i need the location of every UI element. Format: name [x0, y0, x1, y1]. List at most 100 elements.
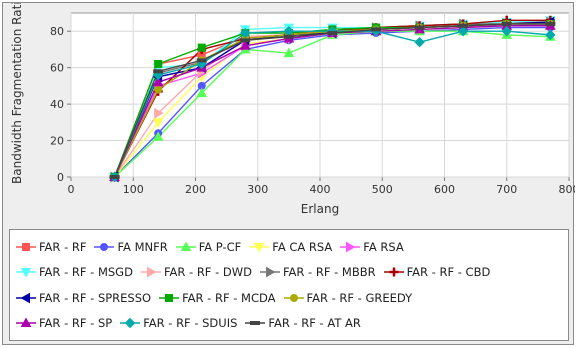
legend-row: FAR - RF FA MNFR FA P-CF FA CA RSA FA RSA: [16, 234, 562, 260]
legend-label: FAR - RF: [39, 239, 87, 254]
legend-swatch: [16, 317, 36, 328]
legend-item: FAR - RF - GREEDY: [283, 290, 413, 305]
y-axis-title: Bandwidth Fragmentation Ratio: [10, 3, 24, 184]
legend-label: FA P-CF: [198, 239, 242, 254]
data-point: [152, 131, 164, 141]
legend-label: FAR - RF - MSGD: [39, 265, 133, 280]
legend-marker: [22, 242, 30, 251]
legend-marker: [253, 242, 265, 253]
legend-item: FAR - RF: [16, 240, 86, 254]
data-point: [545, 29, 556, 41]
legend-marker: [100, 242, 109, 251]
x-tick-label: 100: [123, 183, 144, 196]
data-point: [327, 31, 338, 36]
legend-label: FA RSA: [363, 239, 404, 254]
legend-swatch: [120, 318, 141, 329]
legend-item: FAR - RF - SDUIS: [120, 316, 237, 330]
legend-label: FAR - RF - SDUIS: [143, 316, 238, 331]
legend-label: FAR - RF - SPRESSO: [39, 290, 152, 305]
legend-item: FA P-CF: [175, 239, 242, 254]
chart-legend: FAR - RF FA MNFR FA P-CF FA CA RSA FA RSA FAR…: [9, 229, 569, 341]
data-point: [154, 60, 163, 69]
x-tick-label: 600: [434, 183, 455, 196]
legend-row: FAR - RF - SP FAR - RF - SDUIS FAR - RF - …: [16, 311, 562, 337]
x-tick-label: 300: [247, 183, 268, 196]
legend-swatch: [16, 242, 36, 251]
data-point: [501, 26, 512, 37]
data-point: [414, 25, 425, 30]
x-tick-label: 200: [185, 183, 206, 196]
x-tick-label: 0: [68, 183, 75, 196]
legend-label: FAR - RF - MBBR: [282, 265, 376, 280]
legend-item: FAR - RF - SP: [16, 316, 112, 330]
legend-item: FAR - RF - SPRESSO: [16, 291, 151, 305]
legend-item: FAR - RF - AT AR: [245, 316, 361, 330]
legend-item: FA CA RSA: [249, 240, 332, 254]
legend-item: FAR - RF - DWD: [140, 265, 252, 280]
x-axis-title: Erlang: [301, 202, 339, 216]
legend-swatch: [249, 242, 270, 253]
y-tick-label: 40: [50, 98, 64, 111]
data-point: [196, 87, 208, 98]
legend-swatch: [283, 293, 304, 302]
data-point: [240, 27, 251, 39]
legend-marker: [20, 292, 30, 304]
legend-marker: [165, 293, 174, 302]
legend-item: FAR - RF - MSGD: [16, 265, 133, 279]
legend-item: FAR - RF - MCDA: [159, 290, 276, 305]
legend-label: FAR - RF - MCDA: [182, 290, 276, 305]
data-point: [414, 36, 425, 48]
legend-row: FAR - RF - SPRESSO FAR - RF - MCDA FAR - R…: [16, 285, 562, 311]
legend-marker: [20, 268, 32, 278]
legend-swatch: [383, 267, 404, 277]
legend-marker: [289, 293, 298, 302]
data-point: [501, 21, 512, 26]
legend-label: FAR - RF - CBD: [406, 265, 491, 280]
legend-row: FAR - RF - MSGD FAR - RF - DWD FAR - RF - …: [16, 260, 562, 286]
legend-swatch: [94, 242, 115, 251]
y-tick-label: 20: [50, 135, 64, 148]
data-point: [458, 23, 469, 28]
data-point: [457, 26, 469, 37]
legend-marker: [124, 318, 136, 329]
legend-label: FA MNFR: [117, 239, 168, 254]
legend-swatch: [140, 266, 161, 278]
data-point: [152, 76, 164, 87]
legend-swatch: [340, 241, 361, 253]
legend-swatch: [16, 292, 36, 304]
x-tick-label: 500: [372, 183, 393, 196]
legend-marker: [265, 266, 276, 278]
legend-item: FA MNFR: [94, 239, 168, 254]
legend-marker: [389, 267, 399, 277]
legend-swatch: [245, 321, 266, 326]
legend-marker: [346, 241, 356, 253]
legend-marker: [146, 266, 157, 278]
legend-label: FAR - RF - DWD: [163, 265, 252, 280]
x-tick-label: 800: [559, 183, 576, 196]
legend-item: FAR - RF - MBBR: [259, 265, 376, 280]
x-tick-label: 700: [496, 183, 517, 196]
data-point: [239, 40, 251, 50]
chart-plot: 0 100 200 300 400 500 600 700 800 0 20 40 60 80 Erlang…: [10, 3, 576, 216]
y-tick-label: 60: [50, 62, 64, 75]
legend-marker: [180, 241, 192, 251]
legend-swatch: [159, 293, 180, 302]
data-point: [154, 107, 164, 119]
data-point: [545, 21, 556, 26]
data-point: [153, 69, 164, 74]
data-point: [283, 34, 294, 39]
data-point: [197, 43, 206, 52]
legend-label: FAR - RF - GREEDY: [306, 290, 413, 305]
data-point: [109, 175, 120, 179]
data-point: [196, 58, 207, 63]
data-point: [283, 47, 295, 58]
legend-marker: [250, 321, 261, 326]
legend-swatch: [259, 266, 280, 278]
y-tick-label: 80: [50, 25, 64, 38]
data-point: [154, 85, 163, 94]
y-tick-label: 0: [57, 171, 64, 184]
data-point: [152, 118, 164, 128]
data-point: [240, 38, 251, 43]
legend-item: FAR - RF - CBD: [383, 265, 491, 280]
